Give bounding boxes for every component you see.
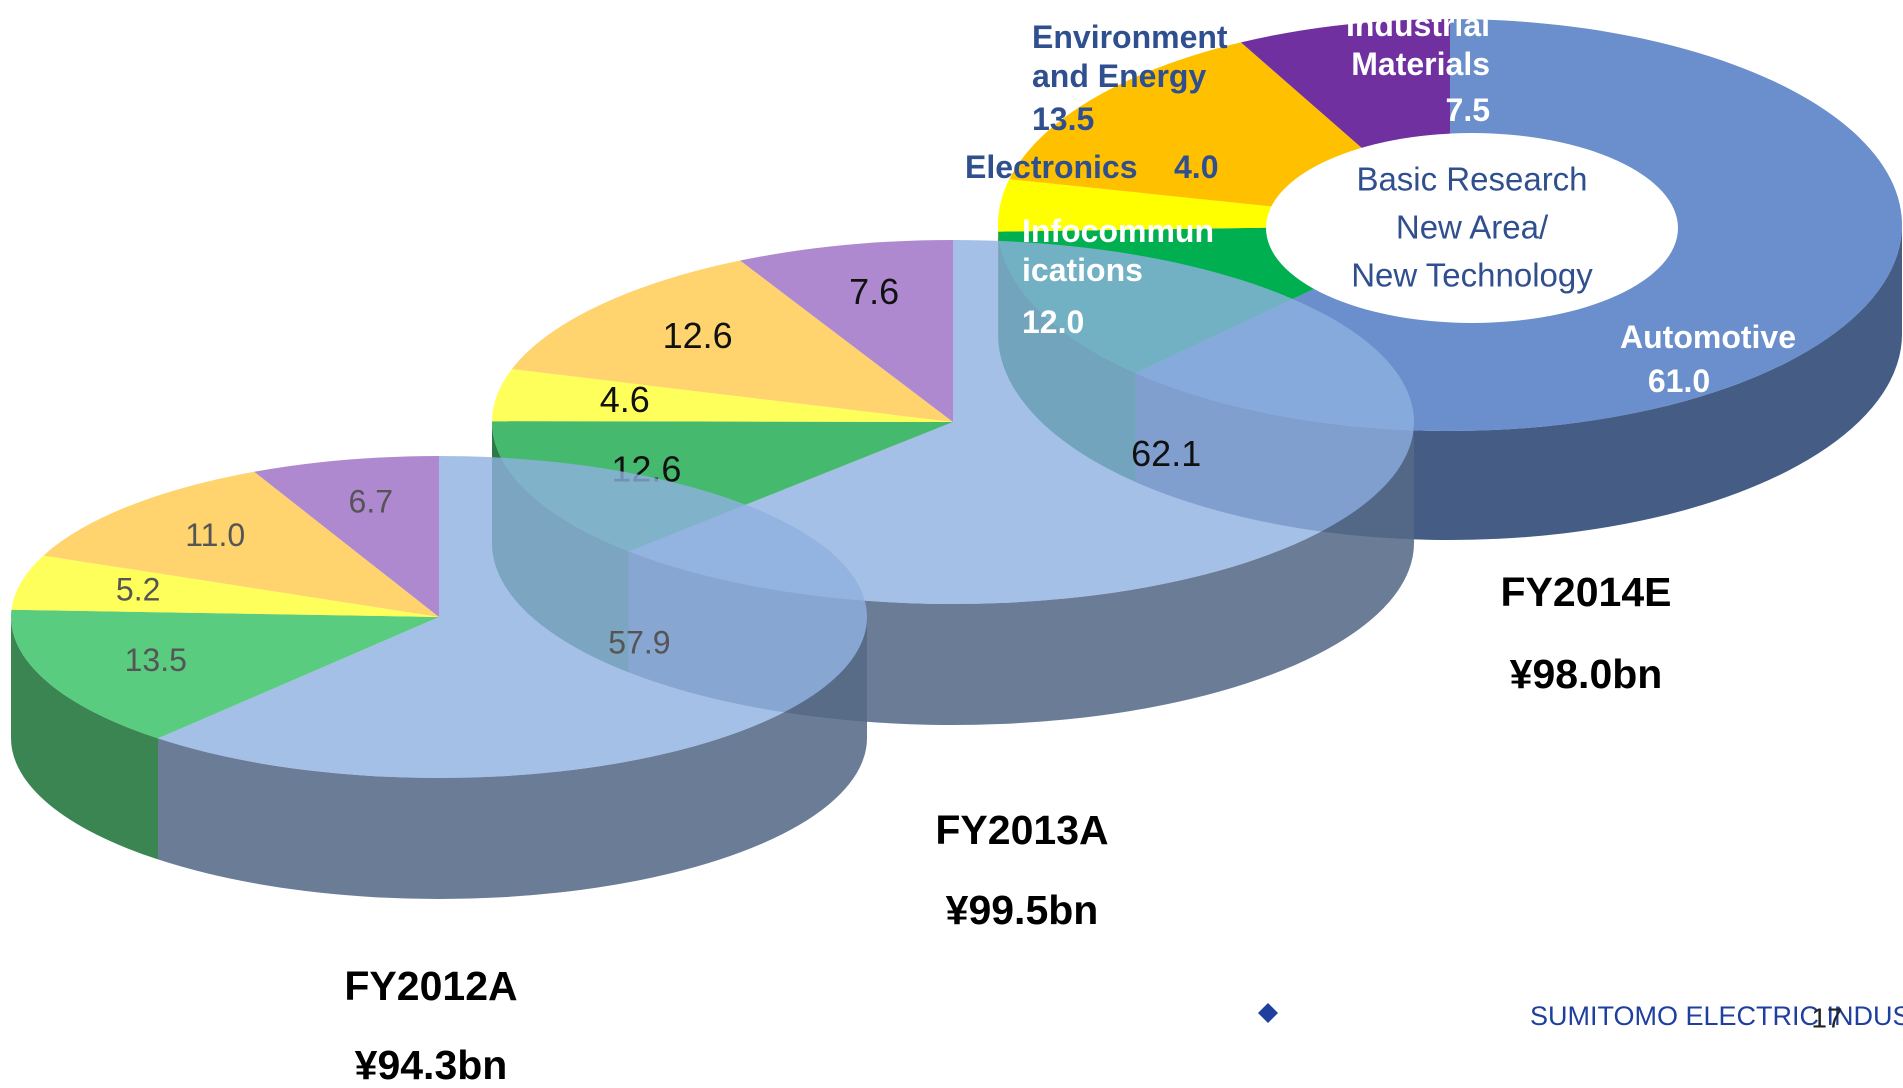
logo [1258,1003,1278,1023]
value-label: 11.0 [185,517,245,553]
value-label: 57.9 [608,625,670,661]
center-label: New Area/ [1396,209,1549,246]
page-number: 17 [1811,1002,1842,1033]
value-label: 62.1 [1131,433,1201,474]
pie-title: FY2014E [1501,569,1672,615]
value-label: 7.6 [849,271,899,312]
pie-slice [10,609,439,739]
value-label: 5.2 [116,571,160,607]
pie-side-shade [11,617,158,860]
center-label: New Technology [1351,257,1593,294]
value-label: 12.6 [663,315,733,356]
pie-slice [492,369,953,422]
category-label: Infocommunications [1022,213,1214,288]
pie-slice [157,456,868,778]
pie-slice [511,260,953,422]
pie-side [11,617,158,860]
value-label: 4.0 [1174,149,1219,185]
pie-subtitle: ¥94.3bn [355,1042,508,1088]
company-name: SUMITOMO ELECTRIC INDUSTRIES, LTD. [1530,1001,1903,1031]
pie-slice [11,555,439,617]
pie-subtitle: ¥99.5bn [946,887,1099,933]
value-label: 13.5 [1032,101,1095,137]
category-label: Electronics [965,149,1138,185]
value-label: 13.5 [125,642,187,678]
value-label: 12.0 [1022,304,1085,340]
value-label: 4.6 [600,379,650,420]
pie-side-shade [157,617,867,899]
pie-hole [1266,133,1678,323]
pie-title: FY2012A [344,963,517,1009]
value-label: 7.5 [1445,92,1490,128]
pie-side [157,617,867,899]
pie-slice [740,240,953,422]
pie-slice [628,240,1415,604]
value-label: 61.0 [1647,363,1711,399]
pie-subtitle: ¥98.0bn [1510,651,1663,697]
pie-slice [254,456,439,617]
pie-title: FY2013A [935,807,1108,853]
pie-slice [43,471,440,617]
category-label: Automotive [1620,319,1796,355]
category-label: Environment and Energy [1032,19,1228,94]
category-label: Industrial Materials [1345,7,1490,82]
value-label: 6.7 [349,483,393,519]
center-label: Basic Research [1356,161,1587,198]
